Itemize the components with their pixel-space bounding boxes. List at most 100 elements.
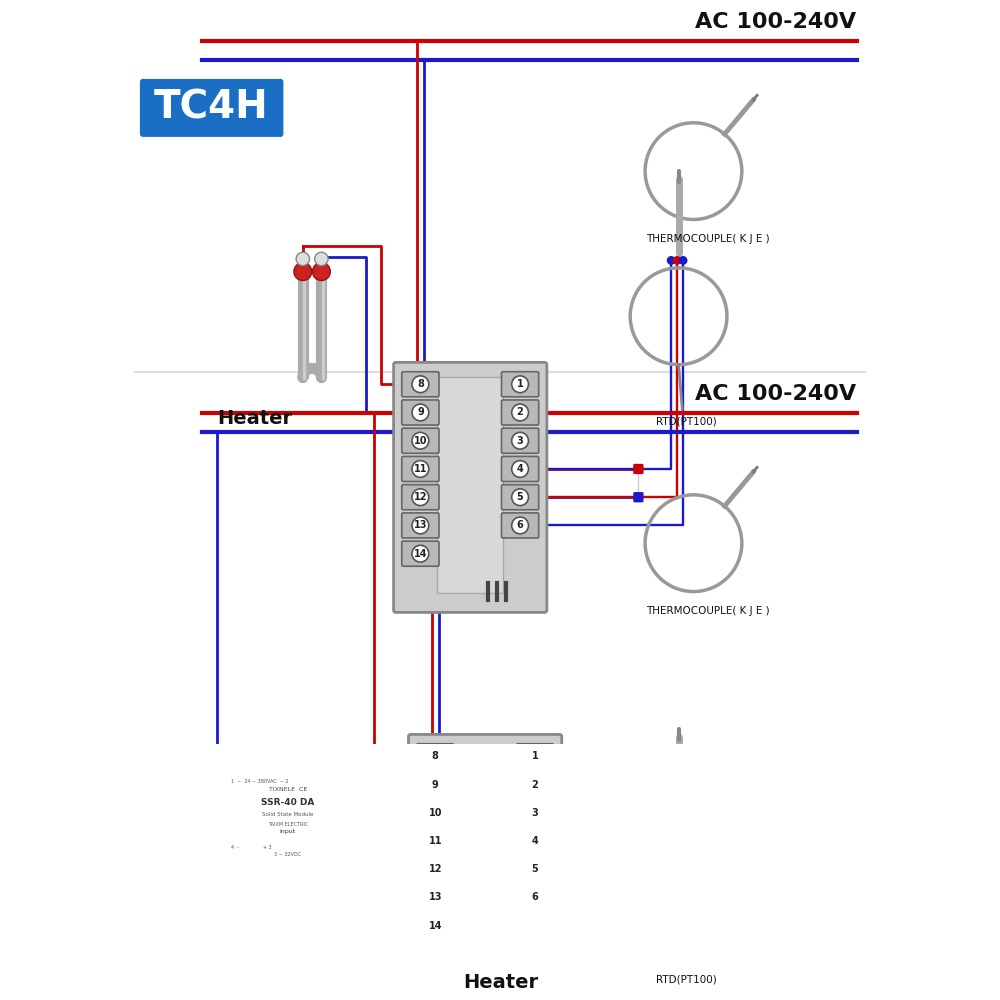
Text: SSR-40 DA: SSR-40 DA <box>261 798 315 807</box>
FancyBboxPatch shape <box>402 428 439 453</box>
Circle shape <box>527 889 543 906</box>
Circle shape <box>412 432 429 449</box>
FancyBboxPatch shape <box>417 857 454 882</box>
Text: AC 100-240V: AC 100-240V <box>695 12 856 32</box>
FancyBboxPatch shape <box>516 772 554 797</box>
Text: 4: 4 <box>517 464 523 474</box>
Circle shape <box>527 776 543 793</box>
Text: 14: 14 <box>414 549 427 559</box>
FancyBboxPatch shape <box>402 372 439 397</box>
Circle shape <box>320 841 337 857</box>
Circle shape <box>427 748 444 765</box>
FancyBboxPatch shape <box>501 513 539 538</box>
Text: 14: 14 <box>429 921 442 931</box>
Circle shape <box>294 263 312 281</box>
Text: AC 100-240V: AC 100-240V <box>695 384 856 404</box>
FancyBboxPatch shape <box>417 800 454 825</box>
Text: RTD(PT100): RTD(PT100) <box>656 417 716 427</box>
Circle shape <box>412 517 429 534</box>
Text: 6: 6 <box>517 520 523 530</box>
Circle shape <box>673 815 681 822</box>
Text: 9: 9 <box>417 407 424 417</box>
Text: 10: 10 <box>429 808 442 818</box>
Bar <box>452 749 518 965</box>
Circle shape <box>673 257 681 264</box>
Circle shape <box>411 922 425 935</box>
Circle shape <box>412 404 429 421</box>
Text: input: input <box>280 829 296 834</box>
Circle shape <box>427 861 444 878</box>
Text: 2: 2 <box>532 780 538 790</box>
FancyBboxPatch shape <box>417 744 454 769</box>
FancyBboxPatch shape <box>408 734 562 984</box>
Text: 11: 11 <box>429 836 442 846</box>
FancyBboxPatch shape <box>402 456 439 482</box>
FancyBboxPatch shape <box>501 400 539 425</box>
FancyBboxPatch shape <box>516 828 554 854</box>
FancyBboxPatch shape <box>634 465 643 473</box>
Circle shape <box>512 404 528 421</box>
Text: 12: 12 <box>429 864 442 874</box>
Circle shape <box>312 263 330 281</box>
Circle shape <box>679 257 687 264</box>
Text: 4  -                + 3: 4 - + 3 <box>231 845 271 850</box>
FancyBboxPatch shape <box>141 80 283 136</box>
Circle shape <box>512 376 528 393</box>
Text: 5: 5 <box>532 864 538 874</box>
Circle shape <box>434 922 447 935</box>
Circle shape <box>527 748 543 765</box>
Circle shape <box>239 780 256 796</box>
Text: 11: 11 <box>414 464 427 474</box>
Text: TC4H: TC4H <box>154 89 269 127</box>
Circle shape <box>412 545 429 562</box>
Circle shape <box>427 804 444 821</box>
FancyBboxPatch shape <box>516 744 554 769</box>
Text: 3 ~ 32VDC: 3 ~ 32VDC <box>274 852 301 857</box>
Text: 10: 10 <box>414 436 427 446</box>
FancyBboxPatch shape <box>516 800 554 825</box>
Text: 3: 3 <box>532 808 538 818</box>
Circle shape <box>412 489 429 506</box>
Circle shape <box>320 780 337 796</box>
Bar <box>437 377 503 593</box>
FancyBboxPatch shape <box>417 885 454 910</box>
Circle shape <box>667 257 675 264</box>
Circle shape <box>512 489 528 506</box>
FancyBboxPatch shape <box>264 760 311 779</box>
FancyBboxPatch shape <box>402 541 439 566</box>
Text: 1  ~  24 ~ 380VAC  ~ 2: 1 ~ 24 ~ 380VAC ~ 2 <box>231 779 288 784</box>
Circle shape <box>427 917 444 934</box>
FancyBboxPatch shape <box>501 428 539 453</box>
Circle shape <box>432 932 449 950</box>
Circle shape <box>667 815 675 822</box>
Circle shape <box>512 432 528 449</box>
Text: Solid State Module: Solid State Module <box>262 812 314 817</box>
Circle shape <box>527 861 543 878</box>
FancyBboxPatch shape <box>417 828 454 854</box>
Text: 9: 9 <box>432 780 439 790</box>
Text: RTD(PT100): RTD(PT100) <box>656 975 716 985</box>
FancyBboxPatch shape <box>417 772 454 797</box>
Circle shape <box>679 815 687 822</box>
Text: TIXNELE  CE: TIXNELE CE <box>269 787 307 792</box>
Text: 3: 3 <box>517 436 523 446</box>
Text: 4: 4 <box>532 836 538 846</box>
Circle shape <box>239 841 256 857</box>
Circle shape <box>315 252 328 266</box>
Text: 13: 13 <box>429 892 442 902</box>
FancyBboxPatch shape <box>501 485 539 510</box>
FancyBboxPatch shape <box>394 362 547 612</box>
FancyBboxPatch shape <box>634 493 643 502</box>
Text: 1: 1 <box>517 379 523 389</box>
FancyBboxPatch shape <box>516 857 554 882</box>
Text: THERMOCOUPLE( K J E ): THERMOCOUPLE( K J E ) <box>647 606 770 616</box>
Circle shape <box>512 461 528 477</box>
FancyBboxPatch shape <box>402 400 439 425</box>
Circle shape <box>412 376 429 393</box>
Text: TAIXM ELECTRIC: TAIXM ELECTRIC <box>268 822 308 827</box>
Circle shape <box>427 776 444 793</box>
Text: 8: 8 <box>432 751 439 761</box>
FancyBboxPatch shape <box>402 485 439 510</box>
Text: Heater: Heater <box>463 973 538 992</box>
Circle shape <box>527 804 543 821</box>
